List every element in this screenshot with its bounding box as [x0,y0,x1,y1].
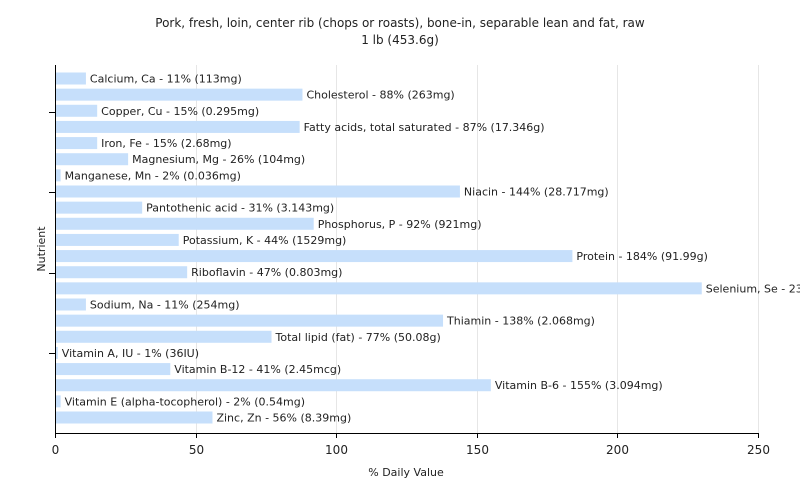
bar-label-3: Fatty acids, total saturated - 87% (17.3… [304,121,545,134]
bar-4 [55,137,98,150]
bar-1 [55,88,303,101]
bar-5 [55,153,129,166]
bar-label-11: Protein - 184% (91.99g) [576,250,708,263]
bar-10 [55,233,179,246]
bar-16 [55,330,272,343]
bar-label-19: Vitamin B-6 - 155% (3.094mg) [495,379,663,392]
bar-2 [55,104,98,117]
bar-label-12: Riboflavin - 47% (0.803mg) [191,266,342,279]
bar-20 [55,395,61,408]
bar-18 [55,363,171,376]
bar-label-6: Manganese, Mn - 2% (0.036mg) [65,169,241,182]
bar-12 [55,266,188,279]
bars: Calcium, Ca - 11% (113mg) Cholesterol - 8… [55,72,800,425]
bar-11 [55,250,573,263]
bar-label-15: Thiamin - 138% (2.068mg) [446,315,595,328]
bar-8 [55,201,143,214]
bar-label-16: Total lipid (fat) - 77% (50.08g) [275,331,441,344]
x-tick-label-150: 150 [466,443,489,457]
bar-label-13: Selenium, Se - 230% (161.0mcg) [706,282,800,295]
x-tick-label-250: 250 [747,443,770,457]
bar-label-7: Niacin - 144% (28.717mg) [464,186,609,199]
bar-7 [55,185,460,198]
x-tick-label-200: 200 [606,443,629,457]
bar-9 [55,217,314,230]
grid-lines [196,65,759,433]
x-tick-label-0: 0 [52,443,60,457]
bar-label-9: Phosphorus, P - 92% (921mg) [318,218,482,231]
bar-label-14: Sodium, Na - 11% (254mg) [90,299,240,312]
bar-17 [55,346,58,359]
bar-label-4: Iron, Fe - 15% (2.68mg) [101,137,231,150]
bar-14 [55,298,86,311]
bar-label-8: Pantothenic acid - 31% (3.143mg) [146,202,334,215]
bar-13 [55,282,702,295]
bar-label-17: Vitamin A, IU - 1% (36IU) [62,347,199,360]
x-axis-label: % Daily Value [368,466,444,479]
x-tick-label-50: 50 [189,443,204,457]
y-axis-label: Nutrient [35,226,48,272]
bar-label-2: Copper, Cu - 15% (0.295mg) [101,105,259,118]
bar-label-20: Vitamin E (alpha-tocopherol) - 2% (0.54m… [65,395,305,408]
bar-21 [55,411,213,424]
chart-subtitle: 1 lb (453.6g) [361,33,439,47]
bar-3 [55,120,300,133]
bar-label-1: Cholesterol - 88% (263mg) [306,89,454,102]
x-tick-label-100: 100 [325,443,348,457]
bar-15 [55,314,444,327]
bar-label-18: Vitamin B-12 - 41% (2.45mcg) [174,363,341,376]
chart-title: Pork, fresh, loin, center rib (chops or … [155,16,645,30]
bar-label-21: Zinc, Zn - 56% (8.39mg) [216,412,351,425]
axes: 0 50 100 150 200 250 [49,65,770,457]
bar-label-5: Magnesium, Mg - 26% (104mg) [132,153,305,166]
bar-label-0: Calcium, Ca - 11% (113mg) [90,73,242,86]
bar-label-10: Potassium, K - 44% (1529mg) [183,234,347,247]
bar-0 [55,72,86,85]
bar-6 [55,169,61,182]
bar-19 [55,379,491,392]
